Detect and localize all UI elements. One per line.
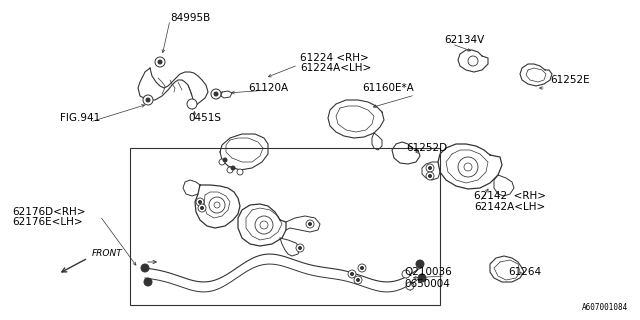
Circle shape xyxy=(198,201,202,204)
Circle shape xyxy=(143,95,153,105)
Circle shape xyxy=(356,278,360,282)
Text: 61160E*A: 61160E*A xyxy=(362,83,413,93)
Circle shape xyxy=(354,276,362,284)
Circle shape xyxy=(402,270,410,278)
Circle shape xyxy=(237,169,243,175)
Circle shape xyxy=(426,164,434,172)
Circle shape xyxy=(429,166,431,170)
Circle shape xyxy=(260,221,268,229)
Circle shape xyxy=(141,264,149,272)
Circle shape xyxy=(296,244,304,252)
Circle shape xyxy=(348,270,356,278)
Circle shape xyxy=(200,206,204,210)
Circle shape xyxy=(219,159,225,165)
Text: Q210036: Q210036 xyxy=(404,267,452,277)
Text: 62176D<RH>: 62176D<RH> xyxy=(12,207,86,217)
Text: 84995B: 84995B xyxy=(170,13,211,23)
Text: FIG.941: FIG.941 xyxy=(60,113,100,123)
Circle shape xyxy=(198,204,206,212)
Text: 61252E: 61252E xyxy=(550,75,589,85)
Circle shape xyxy=(187,99,197,109)
Circle shape xyxy=(308,222,312,226)
Circle shape xyxy=(144,278,152,286)
Text: 61264: 61264 xyxy=(508,267,541,277)
Circle shape xyxy=(416,260,424,268)
Circle shape xyxy=(231,166,235,170)
Circle shape xyxy=(155,57,165,67)
Text: 62176E<LH>: 62176E<LH> xyxy=(12,217,83,227)
Circle shape xyxy=(468,56,478,66)
Circle shape xyxy=(209,197,225,213)
Circle shape xyxy=(429,174,431,178)
Text: 62142  <RH>: 62142 <RH> xyxy=(474,191,546,201)
Circle shape xyxy=(196,198,204,206)
Text: A607001084: A607001084 xyxy=(582,303,628,312)
Circle shape xyxy=(426,172,434,180)
Circle shape xyxy=(146,98,150,102)
Circle shape xyxy=(211,89,221,99)
Circle shape xyxy=(158,60,162,64)
Circle shape xyxy=(223,158,227,162)
Circle shape xyxy=(418,274,426,282)
Text: 61224A<LH>: 61224A<LH> xyxy=(300,63,371,73)
Circle shape xyxy=(214,202,220,208)
Circle shape xyxy=(214,92,218,96)
Bar xyxy=(130,148,440,305)
Circle shape xyxy=(351,273,353,276)
Text: 62134V: 62134V xyxy=(444,35,484,45)
Text: 0451S: 0451S xyxy=(188,113,221,123)
Text: 61252D: 61252D xyxy=(406,143,447,153)
Text: FRONT: FRONT xyxy=(92,250,123,259)
Circle shape xyxy=(298,246,301,250)
Text: 62142A<LH>: 62142A<LH> xyxy=(474,202,545,212)
Circle shape xyxy=(358,264,366,272)
Text: 61224 <RH>: 61224 <RH> xyxy=(300,53,369,63)
Text: 61120A: 61120A xyxy=(248,83,288,93)
Circle shape xyxy=(458,157,478,177)
Text: 0650004: 0650004 xyxy=(404,279,450,289)
Circle shape xyxy=(464,163,472,171)
Circle shape xyxy=(360,267,364,269)
Circle shape xyxy=(406,282,414,290)
Circle shape xyxy=(255,216,273,234)
Circle shape xyxy=(227,167,233,173)
Circle shape xyxy=(306,220,314,228)
